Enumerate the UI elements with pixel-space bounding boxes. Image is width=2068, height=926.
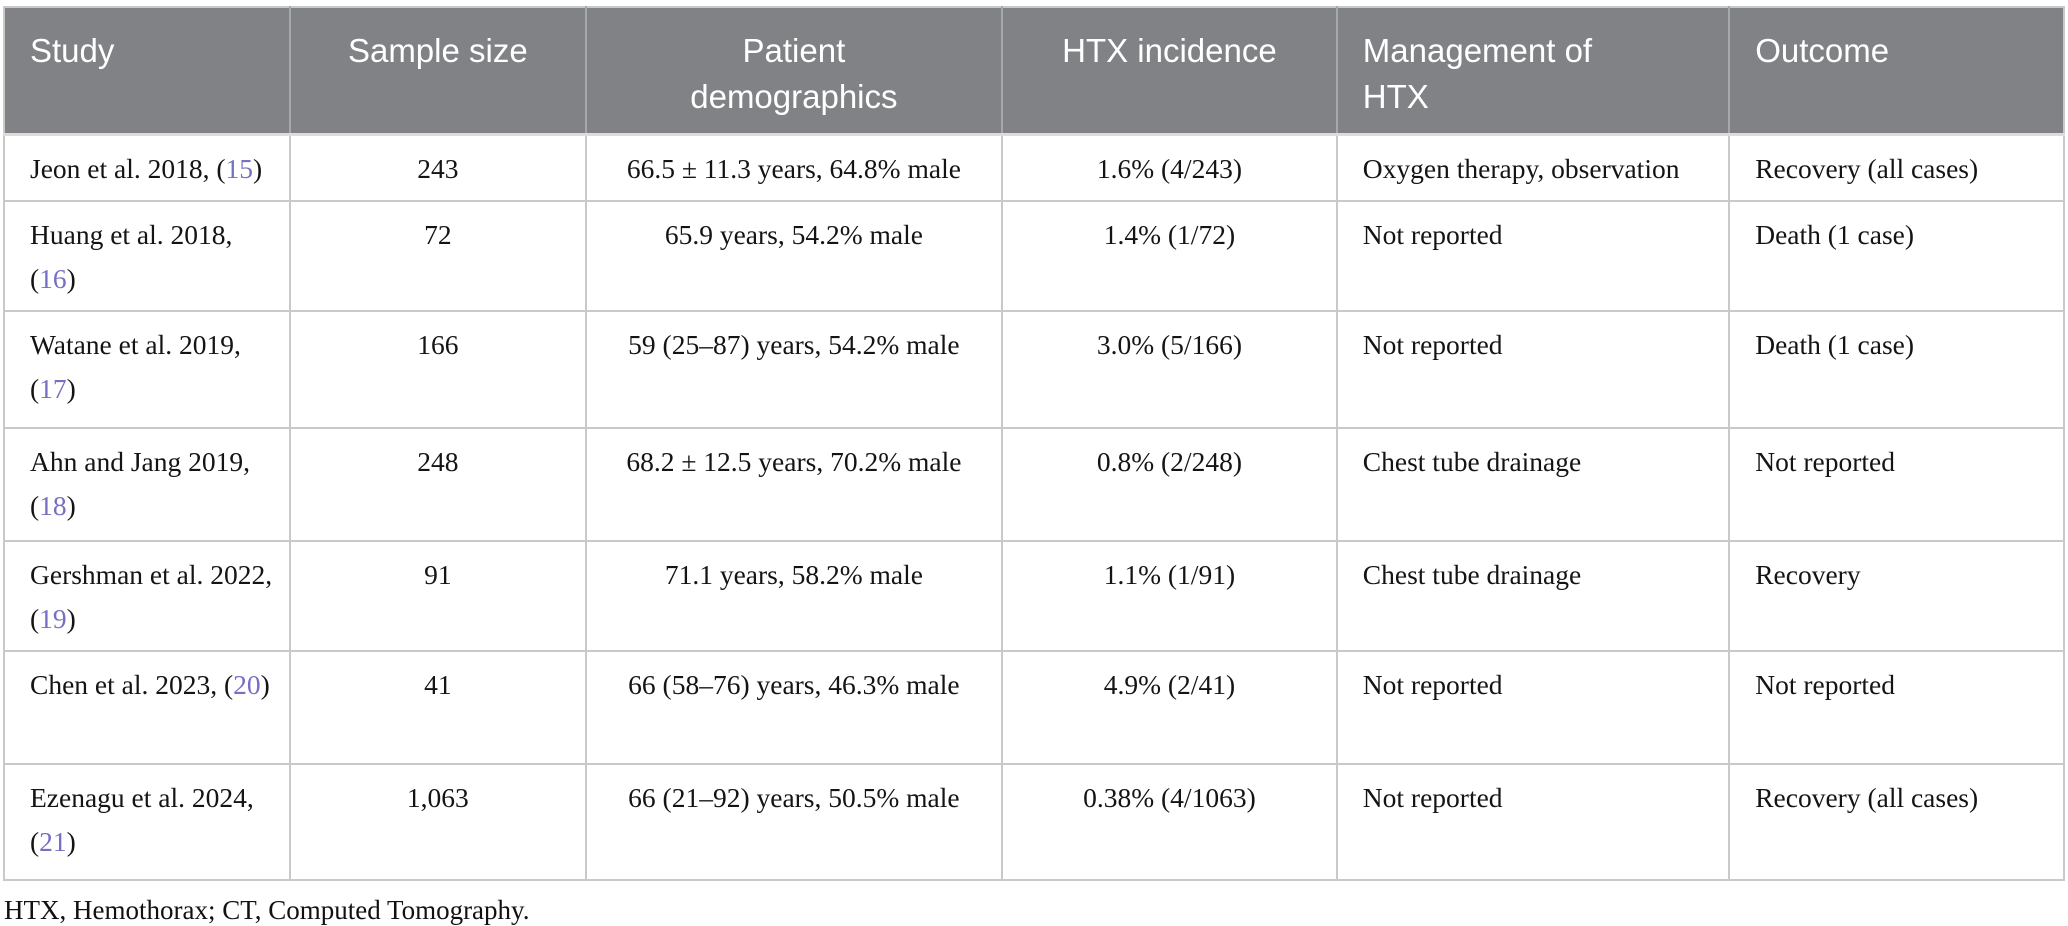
study-text: Watane et al. 2019, (	[30, 328, 241, 405]
demographics-cell: 68.2 ± 12.5 years, 70.2% male	[584, 426, 1003, 541]
table-row: Gershman et al. 2022, (19) 91 71.1 years…	[4, 539, 2064, 651]
study-cell: Ezenagu et al. 2024, (21)	[4, 762, 290, 880]
table-row: Huang et al. 2018, (16) 72 65.9 years, 5…	[4, 199, 2064, 311]
citation-link[interactable]: 17	[39, 373, 67, 405]
management-cell: Not reported	[1335, 199, 1730, 311]
incidence-cell: 0.8% (2/248)	[1001, 426, 1337, 541]
demographics-cell: 59 (25–87) years, 54.2% male	[584, 309, 1003, 428]
study-cell: Gershman et al. 2022, (19)	[4, 539, 290, 651]
table-row: Ahn and Jang 2019, (18) 248 68.2 ± 12.5 …	[4, 426, 2064, 541]
management-cell: Oxygen therapy, observation	[1335, 133, 1730, 201]
study-text: Ahn and Jang 2019, (	[30, 445, 250, 522]
table-header-row: Study Sample size Patient demographics H…	[4, 7, 2064, 137]
table-row: Watane et al. 2019, (17) 166 59 (25–87) …	[4, 309, 2064, 428]
incidence-cell: 1.6% (4/243)	[1001, 133, 1337, 201]
citation-link[interactable]: 20	[233, 668, 261, 700]
table-row: Jeon et al. 2018, (15) 243 66.5 ± 11.3 y…	[4, 133, 2064, 201]
study-cell: Jeon et al. 2018, (15)	[4, 133, 290, 201]
table-row: Chen et al. 2023, (20) 41 66 (58–76) yea…	[4, 649, 2064, 764]
outcome-cell: Death (1 case)	[1728, 309, 2064, 428]
outcome-cell: Not reported	[1728, 426, 2064, 541]
column-header-outcome: Outcome	[1728, 7, 2064, 137]
sample-size-cell: 41	[288, 649, 586, 764]
column-header-patient-demographics: Patient demographics	[584, 7, 1003, 137]
incidence-cell: 1.4% (1/72)	[1001, 199, 1337, 311]
citation-link[interactable]: 18	[39, 490, 67, 522]
management-cell: Chest tube drainage	[1335, 539, 1730, 651]
table-row: Ezenagu et al. 2024, (21) 1,063 66 (21–9…	[4, 762, 2064, 880]
table-footnote: HTX, Hemothorax; CT, Computed Tomography…	[4, 894, 530, 925]
sample-size-cell: 91	[288, 539, 586, 651]
management-cell: Not reported	[1335, 309, 1730, 428]
management-cell: Not reported	[1335, 649, 1730, 764]
study-text: Gershman et al. 2022, (	[30, 558, 273, 635]
sample-size-cell: 1,063	[288, 762, 586, 880]
study-cell: Watane et al. 2019, (17)	[4, 309, 290, 428]
sample-size-cell: 72	[288, 199, 586, 311]
citation-link[interactable]: 21	[39, 826, 67, 858]
study-text: Chen et al. 2023, (	[30, 668, 234, 700]
column-header-management: Management of HTX	[1335, 7, 1730, 137]
management-cell: Chest tube drainage	[1335, 426, 1730, 541]
sample-size-cell: 243	[288, 133, 586, 201]
demographics-cell: 66 (21–92) years, 50.5% male	[584, 762, 1003, 880]
column-header-sample-size: Sample size	[288, 7, 586, 137]
incidence-cell: 4.9% (2/41)	[1001, 649, 1337, 764]
study-text: Huang et al. 2018, (	[30, 218, 233, 295]
incidence-cell: 1.1% (1/91)	[1001, 539, 1337, 651]
study-text: Ezenagu et al. 2024, (	[30, 781, 254, 858]
demographics-cell: 66 (58–76) years, 46.3% male	[584, 649, 1003, 764]
study-cell: Ahn and Jang 2019, (18)	[4, 426, 290, 541]
outcome-cell: Death (1 case)	[1728, 199, 2064, 311]
outcome-cell: Not reported	[1728, 649, 2064, 764]
citation-link[interactable]: 16	[39, 263, 67, 295]
incidence-cell: 3.0% (5/166)	[1001, 309, 1337, 428]
study-cell: Chen et al. 2023, (20)	[4, 649, 290, 764]
management-cell: Not reported	[1335, 762, 1730, 880]
demographics-cell: 66.5 ± 11.3 years, 64.8% male	[584, 133, 1003, 201]
outcome-cell: Recovery (all cases)	[1728, 133, 2064, 201]
outcome-cell: Recovery (all cases)	[1728, 762, 2064, 880]
demographics-cell: 71.1 years, 58.2% male	[584, 539, 1003, 651]
study-text: Jeon et al. 2018, (	[30, 153, 226, 185]
study-cell: Huang et al. 2018, (16)	[4, 199, 290, 311]
citation-link[interactable]: 19	[39, 603, 67, 635]
studies-table: Study Sample size Patient demographics H…	[3, 6, 2065, 881]
column-header-htx-incidence: HTX incidence	[1001, 7, 1337, 137]
outcome-cell: Recovery	[1728, 539, 2064, 651]
sample-size-cell: 248	[288, 426, 586, 541]
citation-link[interactable]: 15	[225, 153, 254, 185]
demographics-cell: 65.9 years, 54.2% male	[584, 199, 1003, 311]
column-header-study: Study	[4, 7, 290, 137]
incidence-cell: 0.38% (4/1063)	[1001, 762, 1337, 880]
sample-size-cell: 166	[288, 309, 586, 428]
